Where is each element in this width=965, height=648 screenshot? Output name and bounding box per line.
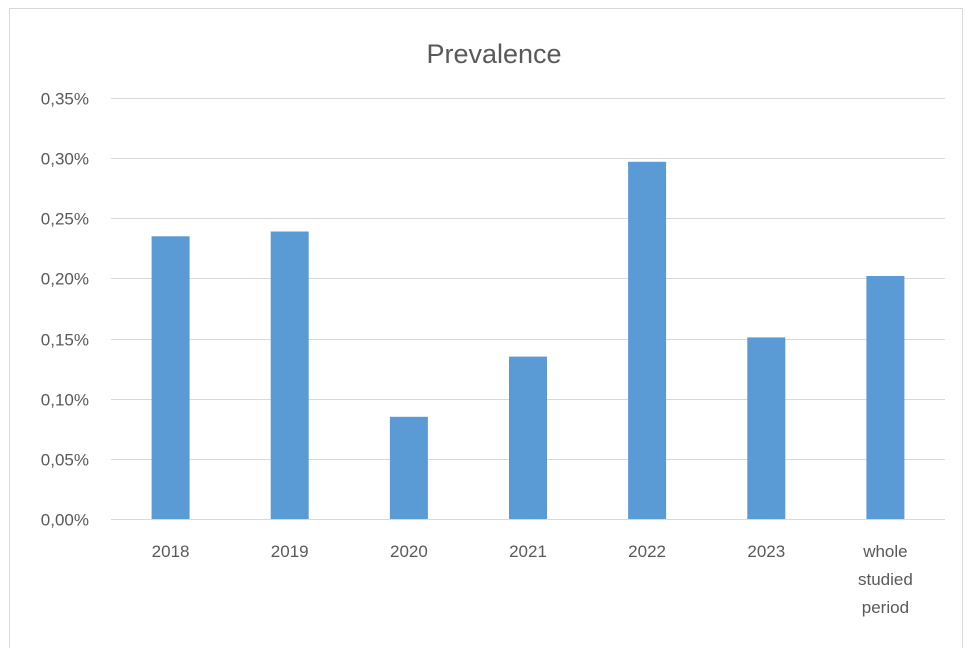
y-tick-label: 0,20% — [41, 270, 89, 289]
bar — [270, 231, 309, 519]
y-tick-label: 0,25% — [41, 210, 89, 229]
bars — [151, 161, 905, 520]
bar — [747, 337, 786, 519]
x-tick-label: 2021 — [509, 542, 547, 561]
y-tick-label: 0,10% — [41, 391, 89, 410]
y-tick-label: 0,05% — [41, 451, 89, 470]
x-tick-label: whole studied period — [858, 542, 913, 617]
y-tick-label: 0,30% — [41, 150, 89, 169]
y-axis-tick-labels: 0,00% 0,05% 0,10% 0,15% 0,20% 0,25% 0,30% 0,35% — [41, 90, 89, 530]
bar — [151, 236, 190, 520]
y-tick-label: 0,15% — [41, 331, 89, 350]
x-tick-label: 2020 — [390, 542, 428, 561]
x-tick-label: 2019 — [271, 542, 309, 561]
x-tick-label: 2023 — [747, 542, 785, 561]
x-axis-tick-labels: 2018 2019 2020 2021 2022 2023 whole studied peri… — [152, 542, 913, 617]
x-tick-label: 2018 — [152, 542, 190, 561]
bar — [866, 276, 905, 519]
bar — [509, 356, 547, 519]
y-tick-label: 0,00% — [41, 511, 89, 530]
chart-title: Prevalence — [426, 39, 561, 69]
bar — [628, 161, 667, 520]
bar — [389, 416, 428, 519]
x-tick-label: 2022 — [628, 542, 666, 561]
y-tick-label: 0,35% — [41, 90, 89, 109]
